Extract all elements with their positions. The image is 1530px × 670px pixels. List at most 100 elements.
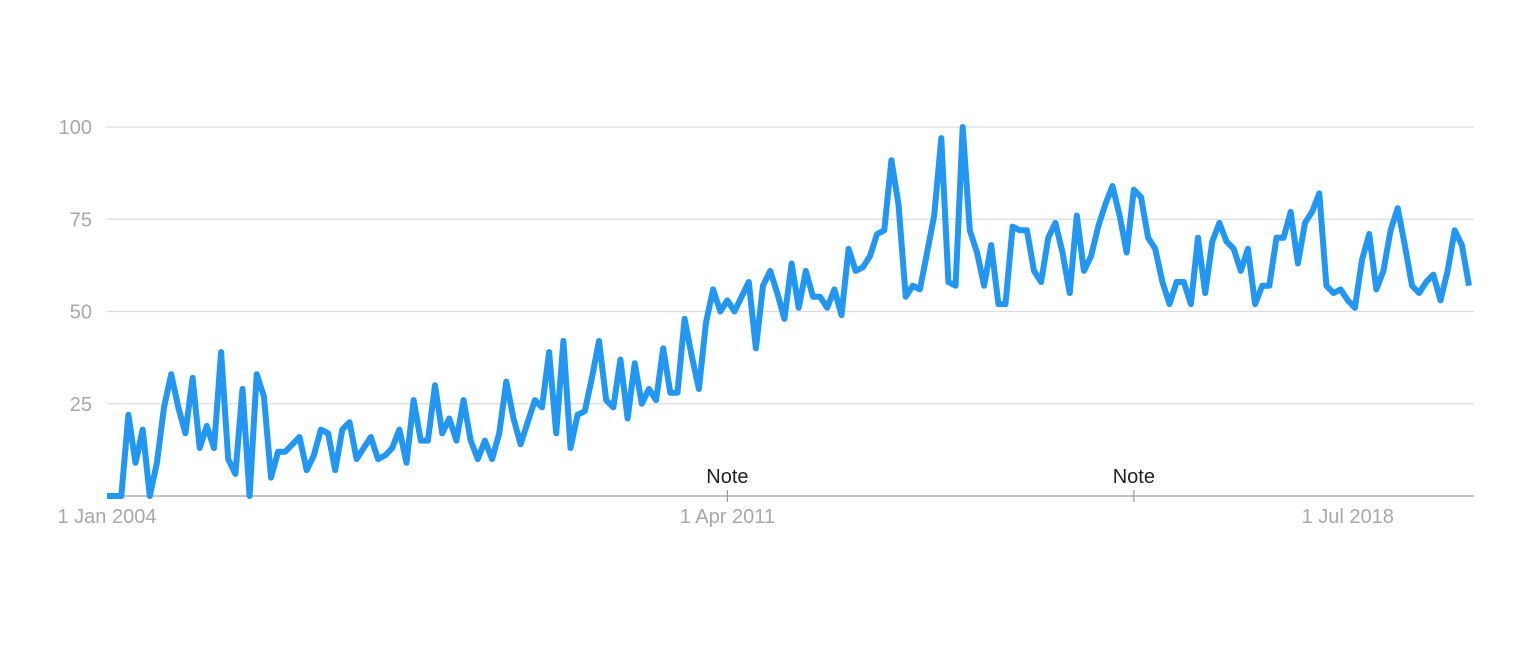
data-point (690, 354, 694, 358)
data-point (397, 428, 401, 432)
data-point (590, 376, 594, 380)
data-point (1446, 269, 1450, 273)
data-point (1096, 225, 1100, 229)
data-point (961, 125, 965, 129)
data-point (1367, 232, 1371, 236)
data-point (1125, 251, 1129, 255)
data-point (305, 468, 309, 472)
data-point (583, 409, 587, 413)
data-point (1260, 284, 1264, 288)
data-point (1289, 210, 1293, 214)
data-point (825, 306, 829, 310)
data-point (169, 372, 173, 376)
data-point (982, 284, 986, 288)
data-point (233, 472, 237, 476)
data-point (1053, 221, 1057, 225)
data-point (561, 339, 565, 343)
data-point (326, 431, 330, 435)
data-point (576, 413, 580, 417)
data-point (283, 450, 287, 454)
data-point (797, 306, 801, 310)
data-point (504, 380, 508, 384)
data-point (298, 435, 302, 439)
data-point (1282, 236, 1286, 240)
note-label[interactable]: Note (1113, 466, 1155, 488)
data-point (248, 494, 252, 498)
x-axis-tick-labels: 1 Jan 2004 1 Apr 2011 1 Jul 2018 (58, 506, 1394, 528)
data-point (847, 247, 851, 251)
data-point (1168, 302, 1172, 306)
y-tick-label: 75 (70, 209, 92, 231)
note-markers: Note Note (706, 466, 1155, 502)
data-point (1310, 210, 1314, 214)
data-point (811, 295, 815, 299)
data-point (939, 136, 943, 140)
data-point (262, 394, 266, 398)
y-axis-tick-labels: 25 50 75 100 (59, 117, 92, 416)
data-point (626, 417, 630, 421)
data-point (1296, 262, 1300, 266)
data-point (462, 398, 466, 402)
data-point (376, 457, 380, 461)
data-point (946, 280, 950, 284)
data-point (141, 428, 145, 432)
data-point (205, 424, 209, 428)
data-point (148, 494, 152, 498)
data-point (497, 431, 501, 435)
data-point (533, 398, 537, 402)
data-point (1132, 188, 1136, 192)
data-point (1467, 284, 1471, 288)
data-point (854, 269, 858, 273)
data-point (1346, 298, 1350, 302)
data-point (255, 372, 259, 376)
data-point (412, 398, 416, 402)
data-point (1111, 184, 1115, 188)
x-tick-label: 1 Jul 2018 (1302, 506, 1394, 528)
data-point (1210, 239, 1214, 243)
data-point (1068, 291, 1072, 295)
data-point (875, 232, 879, 236)
data-point (1118, 214, 1122, 218)
data-point (1410, 284, 1414, 288)
data-point (1217, 221, 1221, 225)
data-point (1153, 247, 1157, 251)
data-point (134, 461, 138, 465)
data-point (975, 251, 979, 255)
data-point (176, 405, 180, 409)
data-point (312, 453, 316, 457)
note-label[interactable]: Note (706, 466, 748, 488)
data-point (1160, 280, 1164, 284)
x-tick-label: 1 Apr 2011 (680, 506, 775, 528)
data-point (1431, 273, 1435, 277)
data-point (569, 446, 573, 450)
data-point (1417, 291, 1421, 295)
data-point (604, 398, 608, 402)
y-tick-label: 25 (70, 394, 92, 416)
data-point (818, 295, 822, 299)
data-point (1360, 258, 1364, 262)
data-point (1253, 302, 1257, 306)
data-point (1303, 221, 1307, 225)
data-point (241, 387, 245, 391)
data-point (932, 214, 936, 218)
y-tick-label: 100 (59, 117, 92, 139)
data-point (433, 383, 437, 387)
data-point (226, 457, 230, 461)
data-point (440, 431, 444, 435)
data-point (954, 284, 958, 288)
data-point (554, 431, 558, 435)
data-point (740, 295, 744, 299)
data-point (1018, 228, 1022, 232)
data-point (882, 228, 886, 232)
data-point (1196, 236, 1200, 240)
data-point (212, 446, 216, 450)
series-line[interactable] (107, 124, 1472, 499)
data-point (697, 387, 701, 391)
data-point (661, 346, 665, 350)
data-point (426, 439, 430, 443)
data-point (754, 346, 758, 350)
data-point (897, 203, 901, 207)
data-point (547, 350, 551, 354)
data-point (597, 339, 601, 343)
data-point (832, 287, 836, 291)
